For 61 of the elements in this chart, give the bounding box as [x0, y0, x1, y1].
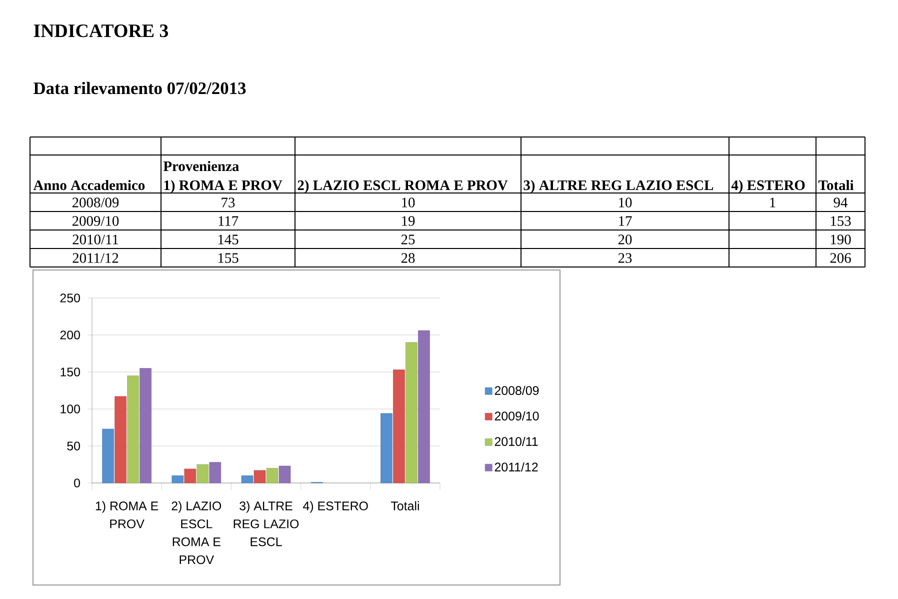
bar: [209, 462, 222, 484]
bar: [140, 368, 152, 484]
text: 2009/10: [72, 216, 119, 226]
category-label: Totali: [818, 180, 854, 190]
y-tick-label: 250: [60, 294, 80, 302]
legend-label: 2011/12: [494, 462, 538, 472]
legend-label: 2010/11: [494, 436, 538, 446]
bar: [241, 475, 254, 484]
bar: [393, 370, 405, 484]
data-label: 155: [218, 253, 238, 263]
y-tick-label: 0: [74, 478, 80, 488]
x-tick-label: 4) ESTERO: [303, 501, 368, 513]
x-tick-label: 2) LAZIO ESCL ROMA E PROV: [172, 501, 222, 564]
data-label: 117: [218, 216, 238, 226]
x-tick-label: Totali: [390, 501, 419, 510]
legend-label: 2008/09: [494, 386, 539, 395]
text: 2011/12: [72, 253, 118, 263]
data-label: 19: [402, 216, 415, 226]
data-label: 94: [834, 198, 848, 208]
text: 2008/09: [72, 198, 119, 208]
data-label: 206: [830, 253, 851, 263]
y-tick-label: 150: [60, 368, 80, 376]
bar: [127, 376, 139, 484]
category-label: 2) LAZIO ESCL ROMA E PROV: [298, 180, 508, 194]
bar: [406, 342, 418, 484]
bar: [418, 330, 430, 484]
data-label: 28: [401, 253, 415, 263]
bar: [114, 396, 126, 484]
y-tick-label: 200: [60, 330, 80, 340]
bar: [380, 413, 392, 484]
bar: [184, 468, 196, 484]
data-label: 190: [830, 234, 851, 244]
x-tick-label: 1) ROMA E PROV: [96, 501, 158, 528]
bar: [266, 468, 278, 484]
y-tick-label: 50: [67, 442, 80, 450]
data-label: 17: [619, 216, 632, 226]
text: Data rilevamento 07/02/2013: [34, 82, 246, 94]
category-label: 1) ROMA E PROV: [164, 180, 282, 194]
x-tick-label: 3) ALTRE REG LAZIO ESCL: [234, 501, 299, 546]
data-label: 20: [618, 234, 632, 244]
data-label: 73: [222, 198, 235, 208]
text: INDICATORE 3: [34, 24, 168, 38]
text: 2010/11: [72, 234, 118, 244]
bar: [196, 464, 209, 484]
data-label: 10: [619, 198, 632, 208]
bar: [278, 466, 291, 484]
text: Anno Accademico: [33, 180, 145, 190]
data-label: 10: [402, 198, 415, 208]
data-label: 25: [401, 234, 415, 244]
data-label: 153: [830, 216, 851, 226]
data-label: 145: [218, 234, 238, 244]
bar: [172, 475, 184, 484]
data-label: 1: [770, 198, 776, 208]
y-tick-label: 100: [60, 404, 80, 414]
category-label: 3) ALTRE REG LAZIO ESCL: [524, 180, 714, 194]
legend-label: 2009/10: [494, 411, 539, 420]
bar: [254, 470, 266, 484]
bar: [102, 428, 114, 484]
text: Provenienza: [163, 160, 239, 172]
category-label: 4) ESTERO: [731, 180, 805, 194]
data-label: 23: [618, 253, 632, 263]
